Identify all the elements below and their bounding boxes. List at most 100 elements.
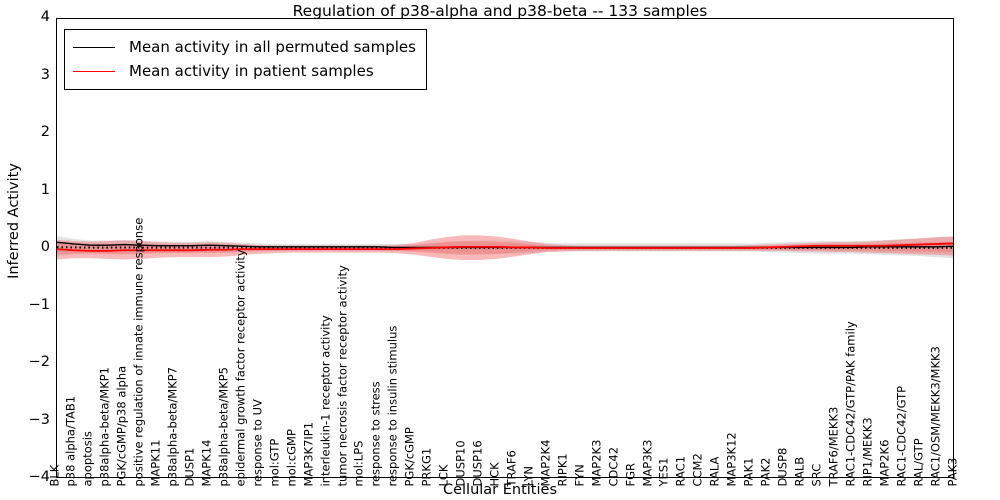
x-category-label-27: TRAF6: [504, 450, 519, 487]
x-category-label-23: LCK: [436, 464, 451, 487]
x-category-label-26: HCK: [487, 462, 502, 487]
x-tick-mark-top: [582, 18, 583, 19]
x-category-label-6: MAPK11: [148, 439, 163, 487]
x-category-label-53: PAK3: [945, 457, 959, 487]
legend-label-permuted: Mean activity in all permuted samples: [129, 38, 416, 56]
legend-item-permuted: Mean activity in all permuted samples: [73, 35, 416, 59]
y-tick-mark: [56, 307, 57, 308]
x-category-label-3: p38alpha-beta/MKP1: [97, 367, 112, 487]
x-tick-mark-top: [548, 18, 549, 19]
x-tick-mark-top: [633, 18, 634, 19]
x-tick-mark-top: [819, 18, 820, 19]
legend-swatch-permuted: [73, 46, 115, 48]
y-tick-label-7: −3: [28, 411, 50, 428]
x-category-label-17: tumor necrosis factor receptor activity: [335, 265, 350, 487]
y-tick-mark: [56, 134, 57, 135]
x-tick-mark-top: [684, 18, 685, 19]
x-tick-mark-top: [294, 18, 295, 19]
x-category-label-14: mol:cGMP: [284, 429, 299, 487]
x-category-label-19: response to stress: [368, 381, 383, 487]
x-tick-mark-top: [413, 18, 414, 19]
y-tick-label-5: −1: [28, 296, 50, 313]
x-tick-mark-top: [616, 18, 617, 19]
y-tick-mark-right: [953, 307, 954, 308]
x-category-label-34: FGR: [623, 462, 638, 487]
x-category-label-18: mol:LPS: [351, 440, 366, 487]
y-tick-mark-right: [953, 364, 954, 365]
x-category-label-7: p38alpha-beta/MKP7: [165, 367, 180, 487]
y-tick-mark-right: [953, 249, 954, 250]
x-category-label-39: RALA: [707, 456, 722, 487]
x-tick-mark-top: [921, 18, 922, 19]
x-tick-mark-top: [481, 18, 482, 19]
y-tick-mark-right: [953, 192, 954, 193]
y-tick-mark-right: [953, 134, 954, 135]
x-tick-mark-top: [125, 18, 126, 19]
x-category-label-48: RIP1/MEKK3: [860, 417, 875, 487]
x-tick-mark-top: [396, 18, 397, 19]
x-tick-mark-top: [447, 18, 448, 19]
x-category-label-0: BLK: [47, 464, 61, 487]
x-tick-mark-top: [243, 18, 244, 19]
x-tick-mark-top: [91, 18, 92, 19]
x-tick-mark-top: [362, 18, 363, 19]
chart-legend: Mean activity in all permuted samples Me…: [64, 29, 427, 90]
x-tick-mark-top: [870, 18, 871, 19]
x-category-label-21: PGK/cGMP: [402, 427, 417, 487]
x-category-label-5: positive regulation of innate immune res…: [131, 217, 146, 487]
x-tick-mark-top: [531, 18, 532, 19]
x-tick-mark-top: [430, 18, 431, 19]
x-tick-mark-top: [379, 18, 380, 19]
chart-title: Regulation of p38-alpha and p38-beta -- …: [292, 2, 708, 20]
x-tick-mark-top: [938, 18, 939, 19]
x-category-label-13: mol:GTP: [267, 438, 282, 487]
x-category-label-33: CDC42: [606, 446, 621, 487]
x-tick-mark-top: [735, 18, 736, 19]
x-category-label-49: MAP2K6: [877, 439, 892, 487]
plot-area: Mean activity in all permuted samples Me…: [56, 18, 954, 478]
x-tick-mark-top: [74, 18, 75, 19]
x-category-label-41: PAK1: [741, 457, 756, 487]
patient-mean-line: [57, 242, 953, 252]
x-category-label-37: RAC1: [673, 455, 688, 487]
x-category-label-25: DUSP16: [470, 440, 485, 487]
x-category-label-50: RAC1-CDC42/GTP: [894, 385, 909, 487]
x-tick-mark-top: [786, 18, 787, 19]
y-tick-mark-right: [953, 19, 954, 20]
y-tick-label-2: 2: [40, 124, 50, 140]
x-axis-title: Cellular Entities: [442, 482, 558, 498]
x-tick-mark-top: [498, 18, 499, 19]
x-tick-mark-top: [836, 18, 837, 19]
legend-item-patient: Mean activity in patient samples: [73, 59, 416, 83]
x-tick-mark-top: [752, 18, 753, 19]
x-tick-mark-top: [650, 18, 651, 19]
x-category-label-22: PRKG1: [419, 447, 434, 487]
plot-canvas: [57, 235, 953, 261]
x-category-label-1: p38 alpha/TAB1: [63, 395, 78, 487]
x-tick-mark-top: [464, 18, 465, 19]
x-tick-mark-top: [565, 18, 566, 19]
x-tick-mark-top: [803, 18, 804, 19]
x-category-label-44: RALB: [792, 456, 807, 487]
x-category-label-29: MAP2K4: [538, 439, 553, 487]
x-category-label-38: CCM2: [690, 453, 705, 487]
x-category-label-40: MAP3K12: [724, 432, 739, 487]
x-category-label-46: TRAF6/MEKK3: [826, 406, 841, 487]
x-tick-mark-top: [57, 18, 58, 19]
x-tick-mark-top: [176, 18, 177, 19]
y-tick-label-4: 0: [40, 239, 50, 255]
x-category-label-36: YES1: [656, 457, 671, 487]
x-tick-mark-top: [209, 18, 210, 19]
x-tick-mark-top: [277, 18, 278, 19]
x-tick-mark-top: [887, 18, 888, 19]
y-tick-mark: [56, 364, 57, 365]
x-tick-mark-top: [667, 18, 668, 19]
x-category-label-12: response to UV: [250, 399, 265, 487]
y-tick-label-6: −2: [28, 354, 50, 370]
y-tick-mark: [56, 77, 57, 78]
x-tick-mark-top: [769, 18, 770, 19]
x-category-label-35: MAP3K3: [640, 439, 655, 487]
x-category-label-45: SRC: [809, 463, 824, 487]
x-tick-mark-top: [345, 18, 346, 19]
x-tick-mark-top: [718, 18, 719, 19]
